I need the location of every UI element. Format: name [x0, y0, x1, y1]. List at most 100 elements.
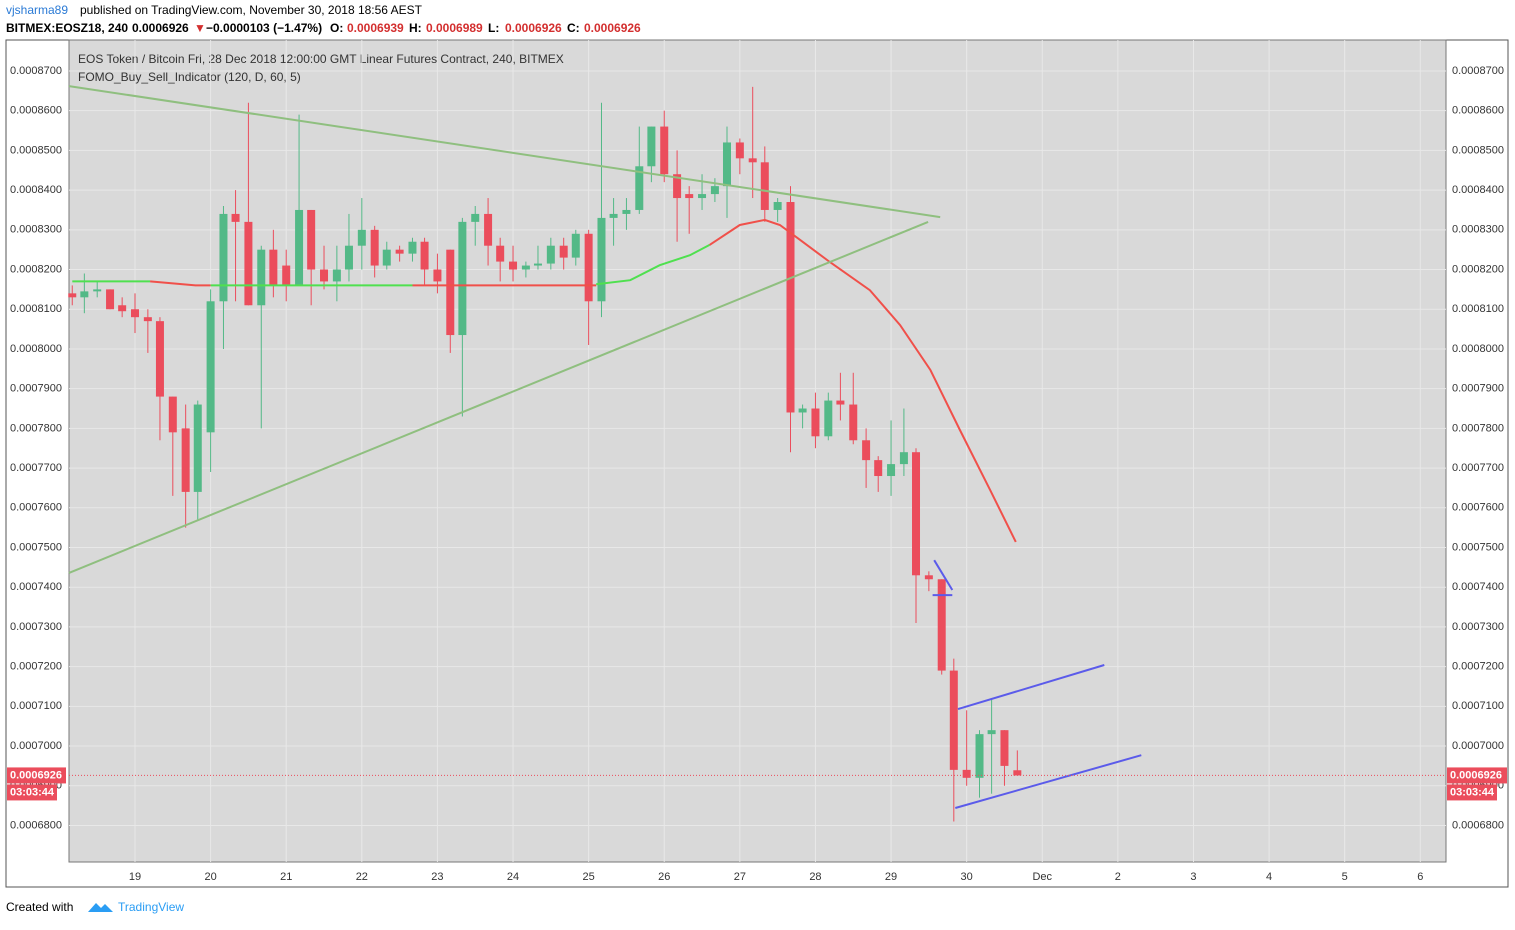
y-tick-label-right: 0.0007900: [1452, 383, 1504, 395]
logo: [88, 903, 113, 912]
candle-body: [458, 221, 467, 336]
candle-body: [370, 229, 379, 266]
candle-body: [571, 233, 580, 258]
y-tick-label-right: 0.0007300: [1452, 621, 1504, 633]
y-tick-label-right: 0.0008600: [1452, 105, 1504, 117]
y-tick-label: 0.0008100: [10, 303, 62, 315]
candle-body: [887, 464, 896, 477]
candle-body: [509, 261, 518, 270]
ohlc-value: 0.0006939: [347, 21, 404, 35]
indicator-line: [596, 244, 711, 286]
candle-body: [307, 209, 316, 270]
trend-line: [955, 754, 1142, 809]
candle-body: [408, 241, 417, 254]
y-tick-label: 0.0007700: [10, 462, 62, 474]
y-tick-label: 0.0007600: [10, 502, 62, 514]
plot-bg: [68, 39, 1447, 863]
candle-body: [521, 265, 530, 270]
y-tick-label-right: 0.0008700: [1452, 65, 1504, 77]
x-tick-label: 2: [1115, 871, 1121, 883]
candle-body: [533, 263, 542, 266]
symbol-line: BITMEX:EOSZ18, 240 0.0006926 ▼ −0.0000103 (…: [6, 21, 641, 35]
x-tick-label: 21: [280, 871, 292, 883]
y-tick-label-right: 0.0007700: [1452, 462, 1504, 474]
candle-body: [106, 289, 115, 310]
candle-body: [597, 217, 606, 302]
candle-body: [962, 769, 971, 778]
candle-body: [635, 166, 644, 210]
ohlc-label: H:: [409, 21, 422, 35]
x-tick-label: 27: [734, 871, 746, 883]
y-tick-label: 0.0007000: [10, 740, 62, 752]
candle-body: [231, 213, 240, 222]
y-tick-label: 0.0007100: [10, 700, 62, 712]
trend-line: [933, 559, 954, 591]
y-tick-label: 0.0008500: [10, 144, 62, 156]
ohlc-label: L:: [488, 21, 499, 35]
x-tick-label: 26: [658, 871, 670, 883]
candle-body: [760, 162, 769, 210]
x-tick-label: 6: [1417, 871, 1423, 883]
indicator-line: [709, 218, 1017, 543]
y-tick-label: 0.0008600: [10, 105, 62, 117]
price-tag-label: 0.0006926: [10, 769, 62, 781]
candle-body: [937, 579, 946, 671]
ohlc-value: 0.0006926: [505, 21, 562, 35]
y-tick-label-right: 0.0007000: [1452, 740, 1504, 752]
y-tick-label: 0.0007500: [10, 541, 62, 553]
candle-body: [949, 670, 958, 770]
countdown-tag: [7, 784, 57, 801]
trend-line: [68, 220, 929, 574]
x-tick-label: 23: [431, 871, 443, 883]
x-tick-label: 3: [1190, 871, 1196, 883]
candle-body: [118, 305, 127, 312]
candle-body: [395, 249, 404, 254]
chart-title: EOS Token / Bitcoin Fri, 28 Dec 2018 12:…: [78, 52, 564, 66]
candle-body: [433, 269, 442, 282]
candle-body: [131, 309, 140, 318]
x-tick-label: 24: [507, 871, 519, 883]
candle-body: [811, 408, 820, 437]
y-tick-label: 0.0007900: [10, 383, 62, 395]
countdown-label: 03:03:44: [1450, 786, 1495, 798]
candle-body: [155, 321, 164, 397]
y-tick-label-right: 0.0007500: [1452, 541, 1504, 553]
trend-line: [957, 664, 1105, 711]
candle-body: [685, 194, 694, 199]
user[interactable]: vjsharma89: [6, 3, 68, 17]
y-tick-label: 0.0008200: [10, 263, 62, 275]
candle-body: [344, 245, 353, 270]
candle-body: [836, 400, 845, 405]
x-tick-label: 30: [961, 871, 973, 883]
candle-body: [446, 249, 455, 336]
candle-body: [295, 209, 304, 286]
x-tick-label: 28: [809, 871, 821, 883]
y-tick-label-right: 0.0008400: [1452, 184, 1504, 196]
candle-body: [269, 249, 278, 286]
x-tick-label: 20: [204, 871, 216, 883]
candle-body: [496, 245, 505, 262]
trend-line: [68, 85, 941, 219]
indicator-line: [150, 280, 211, 287]
y-tick-label-right: 0.0007200: [1452, 661, 1504, 673]
y-tick-label-right: 0.0008200: [1452, 263, 1504, 275]
y-tick-label-right: 0.0007100: [1452, 700, 1504, 712]
candle-body: [484, 213, 493, 246]
y-tick-label: 0.0006800: [10, 819, 62, 831]
y-tick-label-right: 0.0006800: [1452, 819, 1504, 831]
candle-body: [559, 245, 568, 258]
candle-body: [773, 202, 782, 210]
candle-body: [698, 194, 707, 199]
y-tick-label-right: 0.0007800: [1452, 422, 1504, 434]
change: −0.0000103 (−1.47%): [206, 21, 322, 35]
candle-body: [609, 213, 618, 218]
countdown-tag: [1447, 784, 1497, 801]
y-tick-label-right: 0.0007400: [1452, 581, 1504, 593]
footer-brand[interactable]: TradingView: [118, 900, 184, 914]
x-tick-label: 29: [885, 871, 897, 883]
change-arrow: ▼: [194, 21, 206, 35]
candle-body: [798, 408, 807, 413]
candle-body: [332, 269, 341, 282]
price-tag: [1447, 767, 1507, 784]
